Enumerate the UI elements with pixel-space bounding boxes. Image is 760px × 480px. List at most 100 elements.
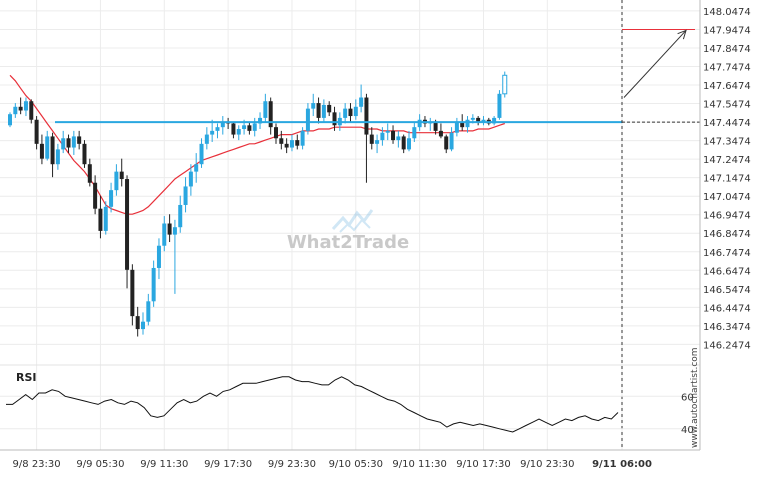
price-tick-label: 146.6474 (703, 266, 751, 277)
candles (8, 71, 508, 337)
candle-body (263, 101, 268, 118)
candle-body (236, 129, 241, 135)
time-tick-label: 9/9 23:30 (268, 459, 316, 470)
candle-body (438, 130, 443, 137)
candle-body (417, 119, 422, 128)
price-tick-label: 146.8474 (703, 229, 751, 240)
price-tick-label: 146.3474 (703, 322, 751, 333)
candle-body (407, 138, 411, 150)
watermark: What2Trade (287, 209, 409, 253)
candle-body (274, 127, 278, 139)
candle-body (470, 117, 475, 120)
price-tick-label: 147.5474 (703, 100, 751, 111)
candle-body (119, 171, 124, 180)
time-tick-label: 9/10 11:30 (392, 459, 446, 470)
candle-body (284, 143, 289, 148)
price-tick-label: 146.5474 (703, 285, 751, 296)
projection-arrow-head-icon (677, 29, 687, 40)
candle-body (109, 190, 114, 207)
rsi-panel: RSI 60 40 (0, 371, 700, 436)
candle-body (311, 103, 316, 109)
candle-body (194, 164, 199, 172)
candle-body (369, 134, 374, 144)
time-tick-label: 9/8 23:30 (13, 459, 61, 470)
candle-body (401, 136, 406, 150)
price-tick-label: 147.4474 (703, 118, 751, 129)
candle-body (151, 267, 156, 302)
time-tick-label: 9/9 05:30 (76, 459, 124, 470)
overlays (55, 0, 700, 450)
candle-body (385, 130, 390, 133)
time-tick-label: 9/9 11:30 (140, 459, 188, 470)
candle-body (215, 127, 220, 131)
candle-body (305, 108, 310, 131)
candle-body (82, 143, 87, 165)
candle-body (460, 121, 465, 128)
candle-body (252, 123, 257, 131)
candle-body (61, 138, 66, 150)
candle-body (178, 204, 183, 228)
candle-body (210, 130, 215, 135)
rsi-tick-label: 40 (681, 425, 694, 436)
candle-body (135, 316, 140, 330)
candle-body (220, 121, 225, 128)
time-tick-label: 9/11 06:00 (592, 459, 652, 470)
price-tick-label: 146.2474 (703, 340, 751, 351)
candle-body (359, 97, 364, 107)
candle-body (332, 112, 337, 126)
candle-body (465, 119, 470, 128)
candle-body (199, 143, 204, 165)
rsi-label: RSI (16, 371, 37, 384)
price-tick-label: 147.2474 (703, 155, 751, 166)
candle-body (454, 121, 459, 133)
watermark-logo-icon (331, 209, 374, 233)
candle-body (156, 245, 161, 268)
price-tick-label: 147.9474 (703, 25, 751, 36)
candle-body (114, 171, 119, 191)
candle-body (45, 136, 50, 159)
candle-body (412, 127, 417, 139)
candle-body (98, 208, 103, 231)
candle-body (125, 179, 130, 270)
time-tick-label: 9/10 23:30 (520, 459, 574, 470)
candle-body (34, 119, 39, 144)
time-axis: 9/8 23:30 9/9 05:30 9/9 11:30 9/9 17:30 9/9 … (0, 449, 700, 470)
candle-body (18, 106, 23, 111)
candle-body (380, 132, 385, 141)
candle-body (39, 143, 44, 159)
price-tick-label: 148.0474 (703, 7, 751, 18)
candle-body (130, 269, 135, 317)
candle-body (77, 136, 82, 144)
candle-body (433, 121, 438, 131)
candle-body (476, 117, 481, 122)
moving-average-series (9, 74, 505, 215)
price-axis: 148.0474 147.9474 147.8474 147.7474 147.6474… (699, 0, 751, 450)
moving-average-line (9, 74, 505, 215)
price-tick-label: 147.3474 (703, 137, 751, 148)
candle-body (449, 132, 454, 150)
candle-body (497, 93, 502, 118)
candle-body (23, 101, 28, 111)
price-tick-label: 147.0474 (703, 192, 751, 203)
candle-body (172, 227, 177, 235)
price-tick-label: 146.9474 (703, 211, 751, 222)
time-tick-label: 9/10 05:30 (329, 459, 383, 470)
candle-body (29, 101, 34, 120)
credit-text: www.autochartist.com (690, 347, 700, 448)
candle-body (8, 114, 12, 126)
price-tick-label: 147.6474 (703, 81, 751, 92)
candle-body (300, 130, 305, 146)
price-tick-label: 147.1474 (703, 174, 751, 185)
rsi-line (6, 376, 619, 433)
candle-body (343, 108, 348, 118)
candle-body (492, 117, 497, 124)
watermark-text: What2Trade (287, 232, 409, 253)
candle-body (204, 134, 209, 144)
candle-body (353, 106, 358, 117)
candle-body (481, 119, 486, 122)
candle-body (87, 164, 92, 183)
candle-body (188, 171, 193, 187)
candle-body (502, 74, 508, 95)
